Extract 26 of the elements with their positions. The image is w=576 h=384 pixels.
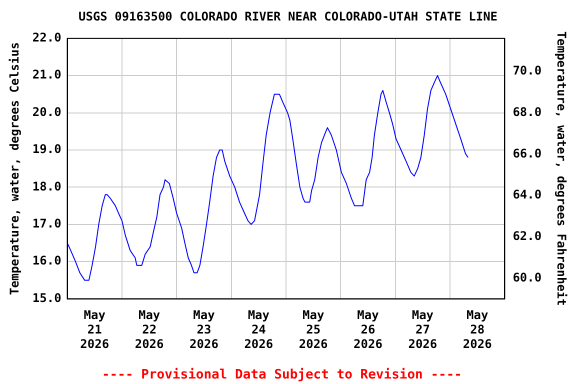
y-tick-label: 15.0: [32, 290, 62, 305]
x-tick-label: May 27 2026: [408, 308, 438, 351]
y2-tick-label: 70.0: [512, 64, 542, 78]
y-tick-label: 22.0: [32, 30, 62, 45]
y2-tick-label: 62.0: [512, 228, 542, 243]
x-tick-label: May 21 2026: [80, 308, 110, 351]
chart-title: USGS 09163500 COLORADO RIVER NEAR COLORADO-UTAH STATE LINE: [78, 9, 498, 24]
y2-tick-label: 64.0: [512, 188, 542, 202]
y-tick-label: 19.0: [32, 142, 62, 156]
x-tick-label: May 28 2026: [462, 308, 492, 351]
text: ---- Provisional Data Subject to Revision ----: [102, 367, 462, 382]
x-tick-label: May 22 2026: [134, 308, 164, 351]
y-tick-label: 18.0: [32, 179, 62, 194]
y2-axis-title: Temperature, water, degrees Fahrenheit: [554, 31, 569, 306]
y-axis-title: Temperature, water, degrees Celsius: [7, 42, 22, 296]
x-tick-label: May 26 2026: [354, 308, 382, 351]
x-tick-label: May 25 2026: [298, 308, 328, 351]
y-tick-label: 20.0: [32, 104, 62, 119]
x-tick-label: May 23 2026: [190, 308, 218, 351]
x-tick-label: May 24 2026: [244, 308, 274, 351]
y2-tick-label: 68.0: [512, 104, 542, 119]
y-tick-label: 17.0: [32, 216, 62, 231]
y-tick-label: 16.0: [32, 254, 62, 268]
y-tick-label: 21.0: [32, 68, 62, 82]
y2-tick-label: 60.0: [512, 270, 542, 284]
y2-tick-label: 66.0: [512, 146, 542, 160]
